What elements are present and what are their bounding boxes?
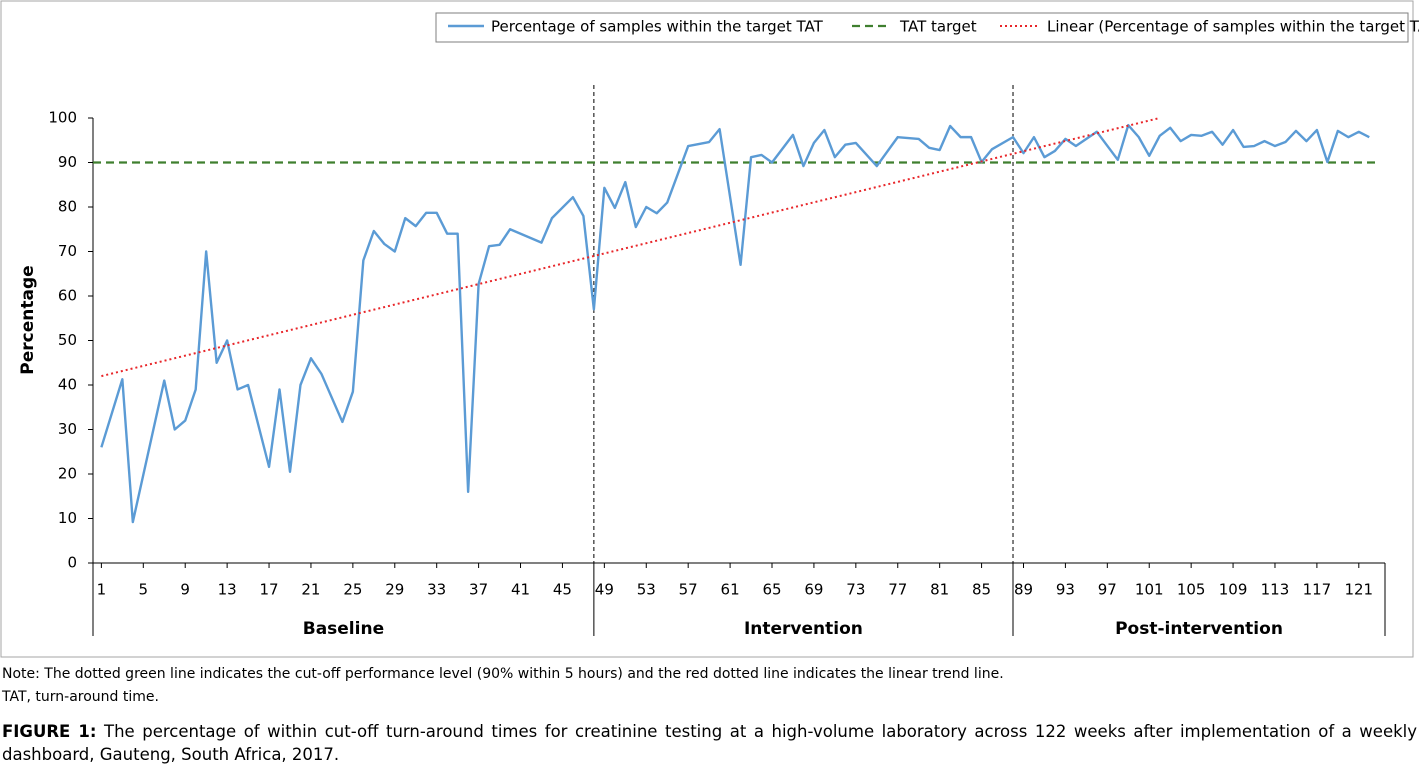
- x-tick-label: 61: [721, 581, 740, 599]
- note: Note: The dotted green line indicates th…: [2, 666, 1004, 682]
- phase-label: Intervention: [744, 619, 863, 639]
- x-tick-label: 45: [553, 581, 572, 599]
- chart-border: [0, 0, 1414, 658]
- caption: FIGURE 1: The percentage of within cut-o…: [2, 720, 1417, 766]
- x-tick-label: 97: [1098, 581, 1117, 599]
- x-tick-label: 29: [385, 581, 404, 599]
- y-tick-label: 30: [58, 420, 77, 438]
- x-tick-label: 89: [1014, 581, 1033, 599]
- x-tick-label: 37: [469, 581, 488, 599]
- x-tick-label: 49: [595, 581, 614, 599]
- x-tick-label: 81: [930, 581, 949, 599]
- x-tick-label: 5: [139, 581, 149, 599]
- x-tick-label: 17: [259, 581, 278, 599]
- x-tick-label: 101: [1135, 581, 1164, 599]
- x-tick-label: 57: [679, 581, 698, 599]
- y-tick-label: 20: [58, 465, 77, 483]
- legend-label: Linear (Percentage of samples within the…: [1047, 18, 1419, 36]
- y-tick-label: 60: [58, 287, 77, 305]
- x-tick-label: 33: [427, 581, 446, 599]
- caption-text: The percentage of within cut-off turn-ar…: [2, 722, 1418, 764]
- y-tick-label: 100: [48, 109, 77, 127]
- y-tick-label: 10: [58, 509, 77, 527]
- x-tick-label: 93: [1056, 581, 1075, 599]
- caption-label: FIGURE 1:: [2, 722, 97, 741]
- x-tick-label: 41: [511, 581, 530, 599]
- notes: Note: The dotted green line indicates th…: [2, 666, 1417, 712]
- phase-label: Post-intervention: [1115, 619, 1283, 639]
- x-tick-label: 85: [972, 581, 991, 599]
- x-tick-label: 77: [888, 581, 907, 599]
- legend: [435, 12, 1409, 43]
- note: TAT, turn-around time.: [2, 689, 159, 705]
- y-axis-title: Percentage: [18, 265, 38, 374]
- x-tick-label: 113: [1261, 581, 1290, 599]
- x-tick-label: 25: [343, 581, 362, 599]
- x-tick-label: 69: [804, 581, 823, 599]
- data-line: [100, 123, 1370, 524]
- trend-line: [101, 117, 1160, 378]
- phase-label: Baseline: [303, 619, 384, 639]
- x-tick-label: 65: [762, 581, 781, 599]
- x-tick-label: 105: [1177, 581, 1206, 599]
- x-tick-label: 117: [1303, 581, 1332, 599]
- x-tick-label: 9: [180, 581, 190, 599]
- x-tick-label: 121: [1344, 581, 1373, 599]
- legend-label: TAT target: [899, 18, 977, 36]
- y-tick-label: 70: [58, 242, 77, 260]
- x-tick-label: 109: [1219, 581, 1248, 599]
- y-tick-label: 90: [58, 153, 77, 171]
- y-tick-label: 80: [58, 198, 77, 216]
- x-tick-label: 1: [97, 581, 107, 599]
- x-tick-label: 21: [301, 581, 320, 599]
- y-tick-label: 50: [58, 331, 77, 349]
- legend-label: Percentage of samples within the target …: [491, 18, 824, 36]
- y-tick-label: 40: [58, 376, 77, 394]
- chart: Percentage 0 10 20 30 40 50 60 70 80 90 100 1 5 9 13 17…: [0, 0, 1419, 658]
- x-tick-label: 73: [846, 581, 865, 599]
- y-tick-label: 0: [67, 554, 77, 572]
- x-tick-label: 53: [637, 581, 656, 599]
- x-tick-label: 13: [218, 581, 237, 599]
